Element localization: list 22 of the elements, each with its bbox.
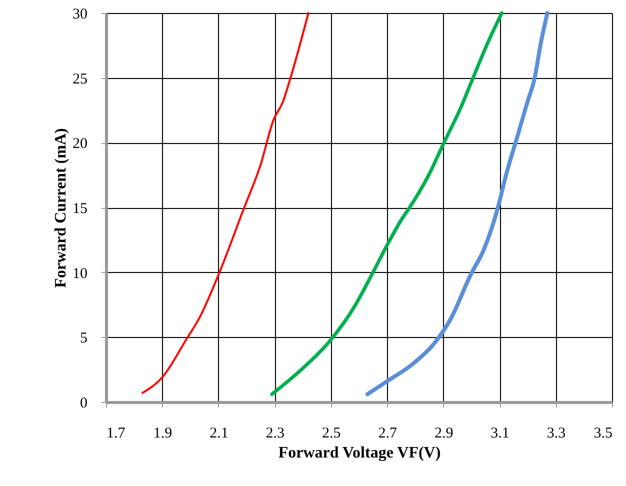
y-tick-label: 25 (72, 71, 88, 88)
x-tick-label: 2.9 (434, 426, 454, 442)
x-axis-title: Forward Voltage VF(V) (278, 444, 441, 462)
x-tick-label: 3.3 (546, 426, 566, 442)
line-series (365, 11, 550, 396)
y-tick-label: 15 (72, 201, 88, 217)
line-series (142, 12, 310, 394)
y-tick-label: 10 (72, 266, 88, 282)
x-tick-label: 2.7 (378, 426, 398, 442)
x-tick-label: 2.3 (266, 426, 285, 442)
y-tick-label: 30 (72, 6, 88, 22)
x-tick-label: 1.9 (153, 426, 172, 442)
x-tick-label: 3.5 (594, 426, 612, 442)
y-axis-title: Forward Current (mA) (52, 128, 70, 288)
y-tick-label: 0 (80, 396, 88, 412)
y-tick-label: 5 (80, 330, 88, 347)
line-series (270, 11, 504, 396)
x-tick-label: 2.1 (210, 426, 228, 442)
x-tick-label: 3.1 (490, 426, 510, 442)
y-tick-label: 20 (72, 136, 88, 152)
x-tick-label: 2.5 (322, 426, 341, 442)
x-tick-label: 1.7 (106, 426, 126, 442)
